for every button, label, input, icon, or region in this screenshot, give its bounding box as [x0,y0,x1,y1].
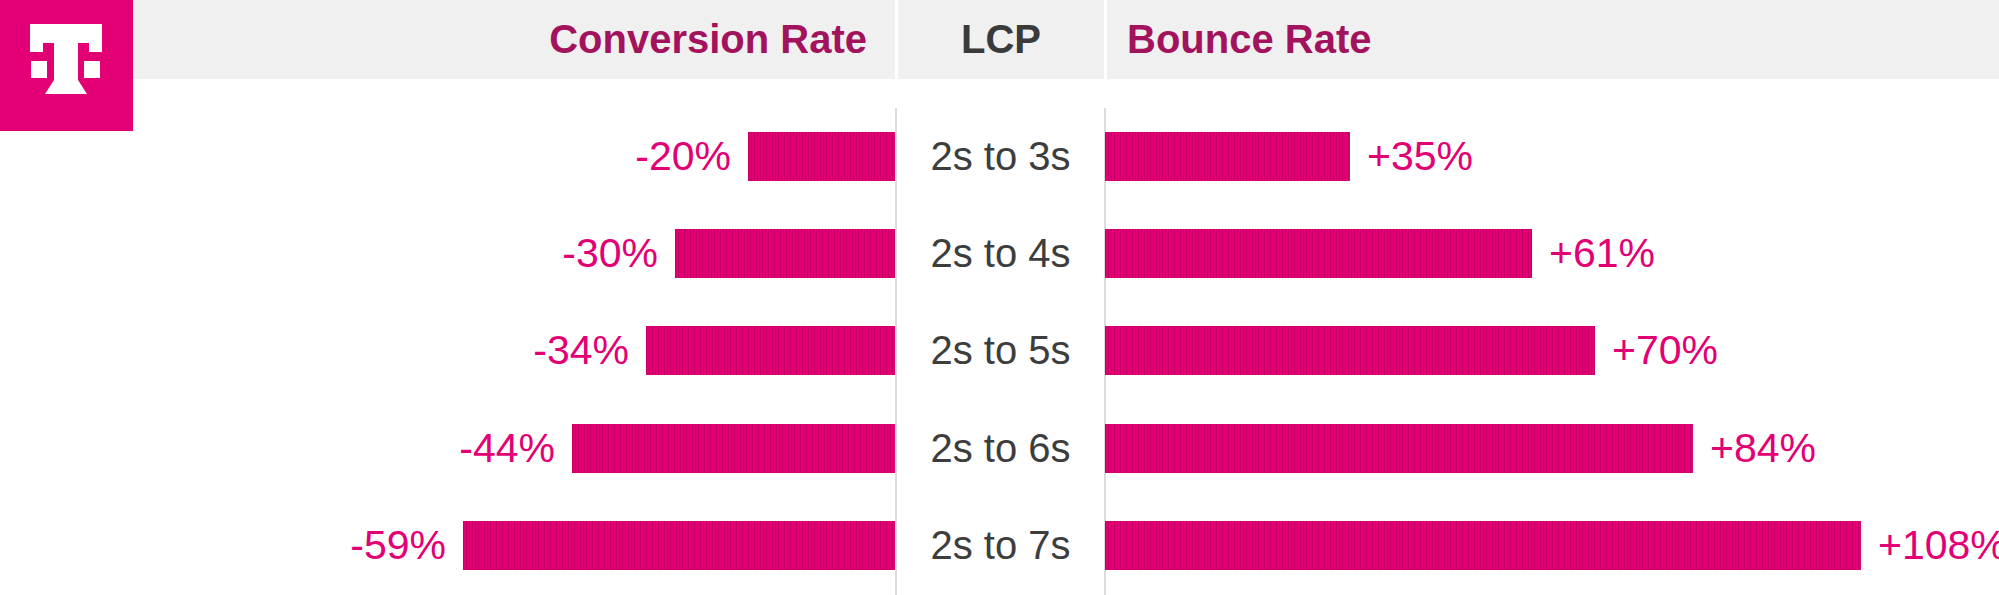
bounce-value-label: +35% [1367,132,1473,181]
logo-t-stem [54,24,78,82]
header-conversion-rate: Conversion Rate [133,0,895,79]
logo-t-serif-right [89,43,102,52]
conversion-bar [463,521,895,570]
lcp-range-label: 2s to 5s [897,326,1104,375]
lcp-impact-chart: Conversion Rate LCP Bounce Rate -20% 2s t… [0,0,1999,595]
conversion-value-label: -30% [562,229,658,278]
conversion-bar [572,424,895,473]
logo-square-right [84,61,100,78]
conversion-value-label: -34% [533,326,629,375]
bounce-value-label: +84% [1710,424,1816,473]
bounce-bar [1105,326,1595,375]
conversion-bar [646,326,895,375]
bounce-bar [1105,521,1861,570]
header-lcp: LCP [898,0,1104,79]
bounce-value-label: +70% [1612,326,1718,375]
header-bounce-rate: Bounce Rate [1107,0,1999,79]
bounce-bar [1105,229,1532,278]
conversion-value-label: -59% [350,521,446,570]
logo-t-serif-left [30,43,43,52]
bounce-value-label: +61% [1549,229,1655,278]
lcp-range-label: 2s to 6s [897,424,1104,473]
bounce-value-label: +108% [1878,521,1999,570]
logo-square-left [31,61,47,78]
lcp-range-label: 2s to 4s [897,229,1104,278]
logo-t-foot [45,80,87,94]
lcp-range-label: 2s to 7s [897,521,1104,570]
conversion-bar [675,229,895,278]
bounce-bar [1105,424,1693,473]
conversion-bar [748,132,895,181]
t-mobile-logo [0,0,133,131]
lcp-range-label: 2s to 3s [897,132,1104,181]
conversion-value-label: -20% [635,132,731,181]
conversion-value-label: -44% [459,424,555,473]
bounce-bar [1105,132,1350,181]
